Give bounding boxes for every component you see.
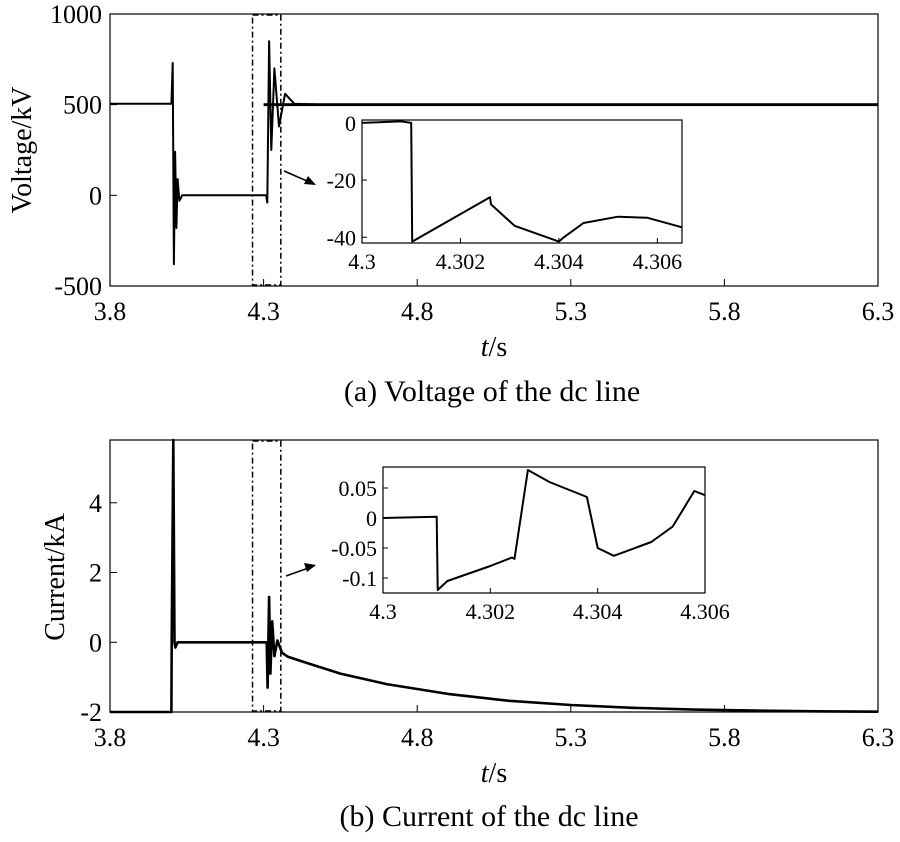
voltage-inset-x-tick-label: 4.3 (348, 249, 376, 274)
voltage-y-tick-label: 1000 (50, 0, 102, 29)
current-inset-x-tick-label: 4.304 (573, 599, 623, 624)
voltage-x-axis: 3.8 4.3 4.8 5.3 5.8 6.3 (94, 279, 895, 326)
voltage-y-tick-label: 0 (89, 181, 102, 210)
voltage-x-tick-label: 4.8 (401, 297, 434, 326)
voltage-x-tick-label: 5.8 (708, 297, 741, 326)
voltage-inset-y-tick-label: 0 (345, 111, 356, 136)
current-x-axis-title: t/s (481, 758, 507, 789)
current-y-tick-label: -2 (80, 698, 102, 727)
current-x-tick-label: 5.8 (708, 723, 741, 752)
current-inset-x-tick-label: 4.3 (369, 599, 397, 624)
current-inset-series (382, 469, 706, 591)
voltage-x-axis-unit: /s (489, 332, 508, 363)
current-inset-arrowhead (304, 563, 316, 572)
current-x-axis-unit: /s (489, 758, 508, 789)
current-x-tick-label: 4.3 (247, 723, 280, 752)
voltage-inset-line (361, 120, 683, 243)
current-x-tick-label: 5.3 (555, 723, 588, 752)
current-inset-x-tick-label: 4.306 (680, 599, 730, 624)
voltage-inset-series (361, 120, 683, 243)
voltage-inset: 0 -20 -40 4.3 4.302 4.304 4.306 (327, 111, 683, 274)
current-inset-x-tick-label: 4.302 (466, 599, 516, 624)
current-inset-x-axis: 4.3 4.302 4.304 4.306 (369, 588, 730, 624)
voltage-series (110, 40, 879, 266)
voltage-line (110, 40, 878, 266)
current-y-tick-label: 4 (89, 489, 102, 518)
current-inset-y-tick-label: 0 (366, 506, 377, 531)
voltage-inset-x-tick-label: 4.302 (436, 249, 486, 274)
voltage-inset-y-tick-label: -20 (327, 168, 356, 193)
current-x-tick-label: 6.3 (862, 723, 895, 752)
voltage-inset-x-tick-label: 4.304 (534, 249, 584, 274)
voltage-x-tick-label: 4.3 (247, 297, 280, 326)
current-x-tick-label: 3.8 (94, 723, 127, 752)
current-caption: (b) Current of the dc line (339, 800, 638, 833)
voltage-inset-y-tick-label: -40 (327, 225, 356, 250)
voltage-inset-arrowhead (304, 176, 316, 185)
current-inset: 0.05 0 -0.05 -0.1 4.3 4.302 4.304 4.306 (331, 466, 730, 624)
voltage-x-tick-label: 5.3 (555, 297, 588, 326)
current-inset-y-axis: 0.05 0 -0.05 -0.1 (331, 476, 388, 591)
voltage-x-axis-title: t/s (481, 332, 507, 363)
current-line (110, 438, 879, 714)
voltage-panel: -500 0 500 1000 3.8 4.3 4.8 5.3 5.8 6.3 Voltage/… (7, 0, 894, 408)
current-y-axis-title: Current/kA (40, 512, 71, 640)
current-inset-y-tick-label: 0.05 (339, 476, 378, 501)
voltage-x-axis-symbol: t (481, 332, 490, 363)
current-y-axis: -2 0 2 4 (80, 489, 117, 727)
current-x-axis-symbol: t (481, 758, 490, 789)
voltage-y-tick-label: -500 (54, 272, 102, 301)
current-series (110, 438, 879, 714)
voltage-inset-x-tick-label: 4.306 (633, 249, 683, 274)
voltage-inset-x-axis: 4.3 4.302 4.304 4.306 (348, 238, 682, 274)
current-y-tick-label: 2 (89, 559, 102, 588)
current-inset-line (382, 469, 706, 591)
voltage-y-tick-label: 500 (63, 91, 102, 120)
voltage-caption: (a) Voltage of the dc line (344, 375, 640, 408)
current-inset-y-tick-label: -0.05 (331, 536, 377, 561)
voltage-x-tick-label: 3.8 (94, 297, 127, 326)
current-inset-y-tick-label: -0.1 (342, 566, 377, 591)
current-x-axis: 3.8 4.3 4.8 5.3 5.8 6.3 (94, 705, 895, 752)
voltage-y-axis-title: Voltage/kV (7, 86, 38, 213)
voltage-inset-y-axis: 0 -20 -40 (327, 111, 367, 250)
voltage-zoom-box (251, 14, 282, 286)
current-inset-frame (382, 466, 706, 594)
current-zoom-box (251, 440, 282, 712)
current-y-tick-label: 0 (89, 628, 102, 657)
voltage-y-axis: -500 0 500 1000 (50, 0, 117, 301)
voltage-plot-frame (109, 13, 879, 287)
voltage-x-tick-label: 6.3 (862, 297, 895, 326)
current-plot-frame (109, 439, 879, 713)
voltage-inset-frame (361, 119, 683, 244)
current-x-tick-label: 4.8 (401, 723, 434, 752)
